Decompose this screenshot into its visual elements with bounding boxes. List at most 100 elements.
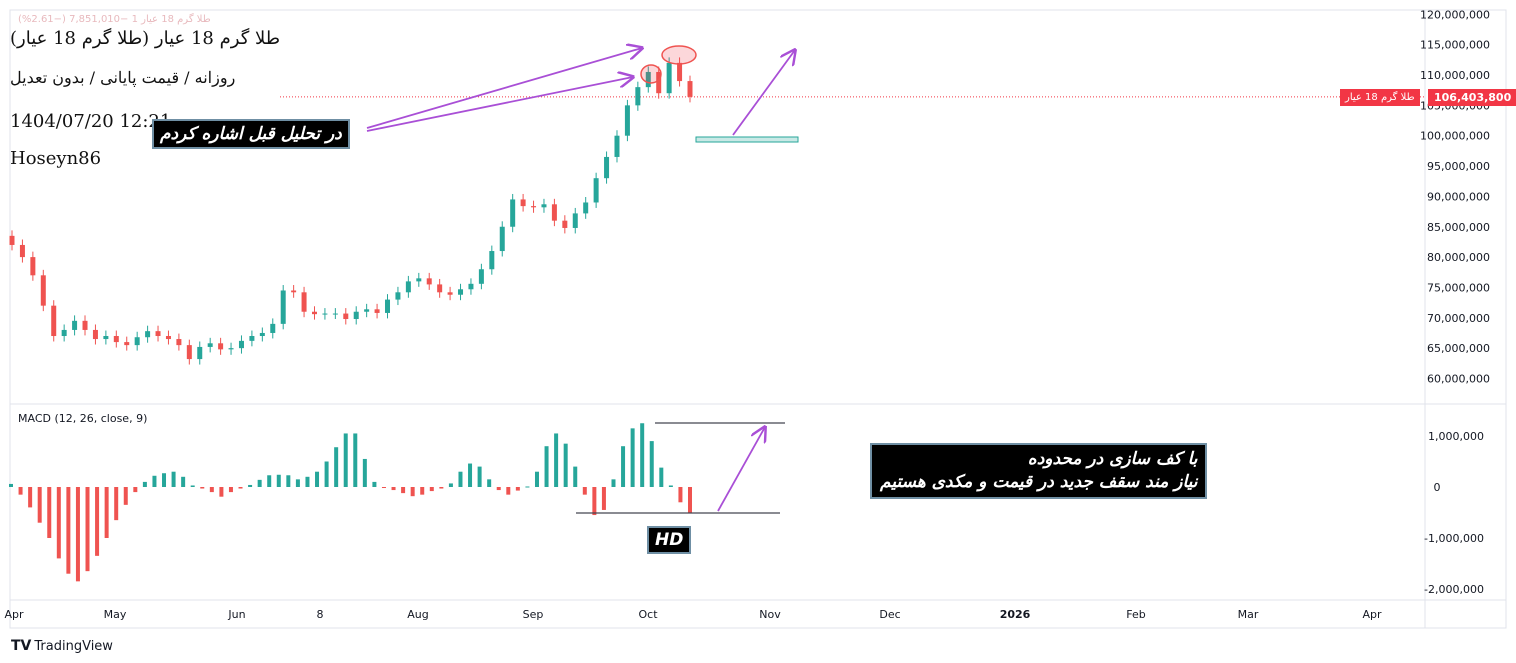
candle-body xyxy=(510,199,516,227)
candle-body xyxy=(51,305,57,337)
macd-histogram-bar xyxy=(219,487,224,497)
arrow-to-first-peak xyxy=(366,77,633,132)
candle-body xyxy=(531,206,537,208)
candle-body xyxy=(301,292,307,312)
candle-body xyxy=(134,337,140,346)
chart-frame xyxy=(9,9,1507,629)
time-axis-label: 2026 xyxy=(1000,608,1031,621)
chart-subtitle: روزانه / قیمت پایانی / بدون تعدیل xyxy=(10,68,236,87)
time-axis-label: Aug xyxy=(407,608,428,621)
symbol-name-tag: طلا گرم 18 عیار xyxy=(1340,89,1420,106)
candle-body xyxy=(103,336,109,340)
macd-histogram-bar xyxy=(276,474,281,487)
candle-body xyxy=(30,257,36,276)
chart-author: Hoseyn86 xyxy=(10,148,102,169)
candle-body xyxy=(645,71,651,88)
macd-histogram-bar xyxy=(190,485,195,487)
candle-body xyxy=(572,213,578,228)
macd-histogram-bar xyxy=(640,423,645,487)
macd-histogram-bar xyxy=(209,487,214,493)
time-axis-label: Dec xyxy=(879,608,900,621)
candle-body xyxy=(551,204,557,221)
macd-histogram-bar xyxy=(123,487,128,505)
candle-body xyxy=(311,311,317,315)
macd-histogram-bar xyxy=(544,446,549,487)
arrow-to-top-peak xyxy=(366,48,642,129)
candle-body xyxy=(82,320,88,330)
candle-body xyxy=(666,62,672,94)
candle-body xyxy=(61,329,67,337)
candle-body xyxy=(677,62,683,82)
macd-histogram-bar xyxy=(362,458,367,487)
candle-body xyxy=(322,313,328,315)
macd-histogram-bar xyxy=(343,433,348,487)
time-axis-label: May xyxy=(104,608,127,621)
candle-body xyxy=(416,278,422,282)
macd-tick-label: -1,000,000 xyxy=(1424,532,1484,545)
candle-body xyxy=(280,290,286,324)
macd-histogram-bar xyxy=(37,487,42,523)
candle-body xyxy=(259,332,265,337)
macd-histogram-bar xyxy=(515,487,520,491)
macd-histogram-bar xyxy=(104,487,109,538)
macd-histogram-bar xyxy=(582,487,587,495)
candle-body xyxy=(593,178,599,203)
macd-histogram-bar xyxy=(649,441,654,487)
peak-circle-2 xyxy=(661,45,697,65)
symbol-title: طلا گرم 18 عیار (طلا گرم 18 عیار) xyxy=(10,28,281,49)
candle-body xyxy=(343,313,349,320)
macd-histogram-bar xyxy=(592,487,597,516)
candle-body xyxy=(478,269,484,284)
candle-body xyxy=(364,309,370,312)
annotation-hd[interactable]: HD xyxy=(647,526,692,554)
macd-histogram-bar xyxy=(563,443,568,487)
macd-histogram-bar xyxy=(477,466,482,487)
price-tick-label: 80,000,000 xyxy=(1427,251,1490,264)
macd-histogram-bar xyxy=(9,483,13,487)
candle-body xyxy=(197,346,203,360)
macd-histogram-bar xyxy=(238,487,243,489)
candle-body xyxy=(499,226,505,252)
macd-histogram-bar xyxy=(525,486,530,488)
price-tick-label: 90,000,000 xyxy=(1427,190,1490,203)
candle-body xyxy=(124,342,130,346)
macd-histogram-bar xyxy=(334,447,339,487)
annotation-note-previous[interactable]: در تحلیل قبل اشاره کردم xyxy=(152,119,350,149)
macd-histogram-bar xyxy=(458,471,463,487)
macd-histogram-bar xyxy=(18,487,23,495)
candle-body xyxy=(228,348,234,350)
candle-body xyxy=(447,292,453,295)
macd-histogram-bar xyxy=(257,479,262,487)
legend-ghost-line: طلا گرم 18 عیار 1 −7,851,010 (−2.61%) xyxy=(18,14,211,25)
macd-histogram-bar xyxy=(678,487,683,503)
macd-histogram-bar xyxy=(95,487,100,556)
macd-histogram-bar xyxy=(315,471,320,487)
macd-histogram-bar xyxy=(468,463,473,487)
tradingview-logo[interactable]: TV TradingView xyxy=(11,638,113,654)
macd-legend[interactable]: MACD (12, 26, close, 9) xyxy=(18,412,148,425)
tradingview-logo-icon: TV xyxy=(11,638,32,654)
price-tick-label: 120,000,000 xyxy=(1420,8,1490,21)
candle-body xyxy=(207,343,213,347)
macd-histogram-bar xyxy=(534,471,539,487)
candle-body xyxy=(624,105,630,136)
support-zone-box xyxy=(695,136,799,143)
candle-body xyxy=(145,331,151,338)
price-tick-label: 60,000,000 xyxy=(1427,373,1490,386)
macd-histogram-bar xyxy=(630,428,635,487)
macd-histogram-bar xyxy=(410,487,415,497)
candle-body xyxy=(113,336,119,343)
macd-histogram-bar xyxy=(56,487,61,559)
candle-body xyxy=(468,283,474,290)
time-axis-label: Apr xyxy=(1362,608,1382,621)
macd-histogram-bar xyxy=(554,433,559,487)
candle-body xyxy=(437,284,443,293)
candle-body xyxy=(541,204,547,208)
macd-histogram-bar xyxy=(114,487,119,521)
macd-histogram-bar xyxy=(142,481,147,487)
time-axis-label: Nov xyxy=(759,608,781,621)
candle-body xyxy=(489,251,495,270)
time-axis-label: Mar xyxy=(1238,608,1259,621)
annotation-note-macd[interactable]: با کف سازی در محدوده نیاز مند سقف جدید د… xyxy=(870,443,1208,499)
